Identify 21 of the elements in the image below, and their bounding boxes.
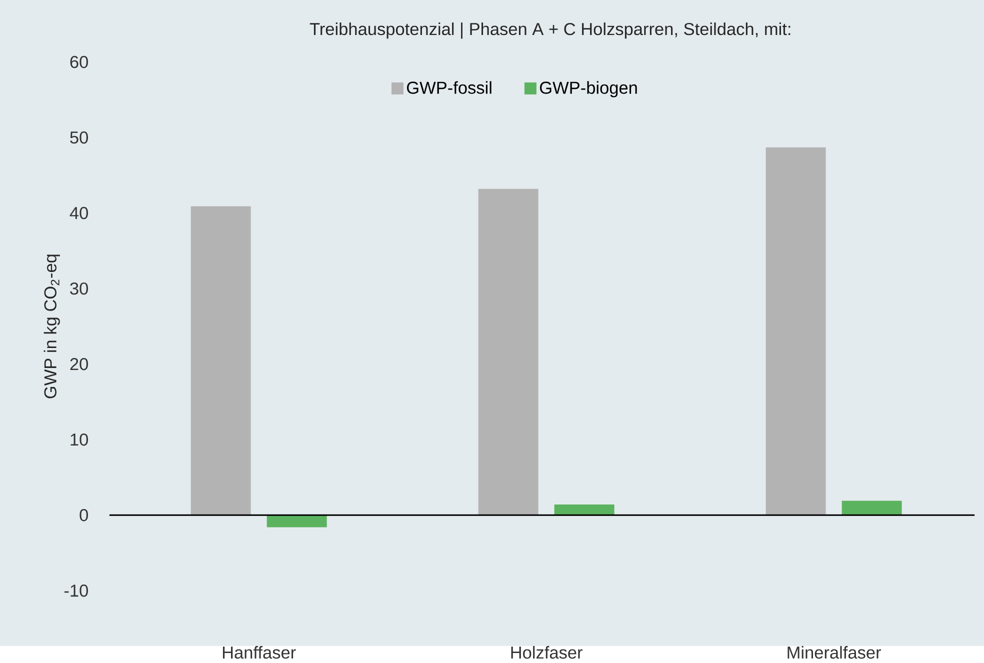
y-tick-label: 10 <box>70 433 88 446</box>
y-tick-label: 40 <box>70 206 88 220</box>
chart-title: Treibhauspotenzial | Phasen A + C Holzsparren, Steildach, mit: <box>310 22 790 39</box>
bar <box>766 147 826 516</box>
bar <box>842 500 902 516</box>
bar <box>478 188 538 516</box>
y-tick-label: -10 <box>64 584 88 597</box>
bar <box>266 515 327 528</box>
y-axis-title: GWP in kg CO$_{2}$-eq <box>44 254 60 398</box>
legend-label: GWP-biogen <box>540 81 637 98</box>
x-tick-label: Hanffaser <box>222 646 296 659</box>
legend-label: GWP-fossil <box>407 81 492 94</box>
y-tick-label: 60 <box>70 56 88 68</box>
y-tick-label: 30 <box>70 282 88 295</box>
x-tick-label: Holzfaser <box>511 646 582 659</box>
y-tick-label: 0 <box>80 508 88 522</box>
y-tick-label: 50 <box>70 131 88 144</box>
y-tick-label: 20 <box>70 358 88 370</box>
bar <box>554 504 614 516</box>
bar <box>190 206 251 516</box>
x-tick-label: Mineralfaser <box>788 646 881 659</box>
